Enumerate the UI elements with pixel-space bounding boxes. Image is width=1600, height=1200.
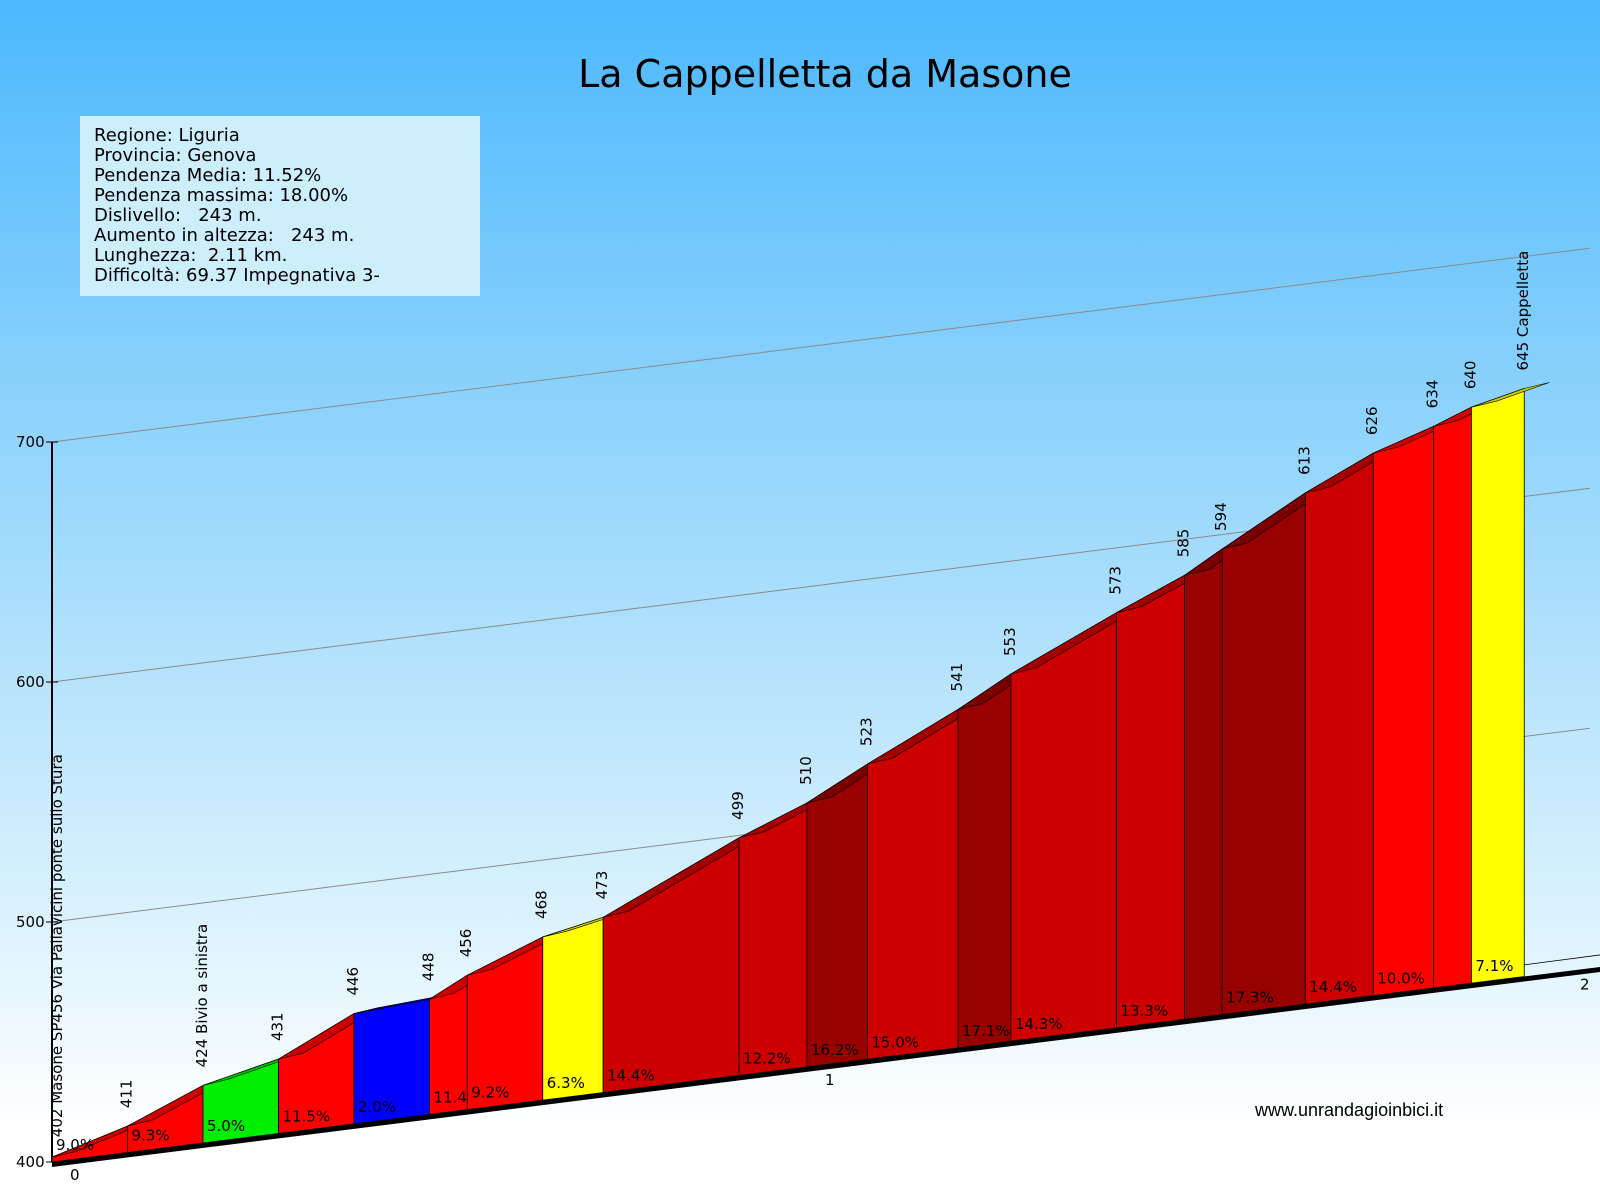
segment-grade: 9.2% [471,1084,509,1102]
altitude-label: 640 [1461,361,1479,390]
segment: 2.0% [353,992,455,1125]
info-dislivello: Dislivello: 243 m. [94,205,262,226]
segment-face [602,837,740,1094]
segment-face [738,802,808,1076]
segment-face [1471,387,1525,984]
segment-grade: 12.2% [743,1049,791,1067]
x-tick-label: 0 [70,1166,80,1184]
segment-face [1372,425,1435,996]
segment-face [1221,492,1306,1016]
segment-face [1010,611,1117,1042]
point-labels: 402 Masone SP456 Via Pallavicini ponte s… [48,251,1532,1138]
segment-grade: 9.0% [56,1136,94,1154]
segment-grade: 2.0% [358,1098,396,1116]
segment-grade: 13.3% [1121,1002,1169,1020]
segment-face [867,708,959,1060]
info-pendenza-massima: Pendenza massima: 18.00% [94,185,349,206]
segment-grade: 6.3% [547,1074,585,1092]
info-regione: Regione: Liguria [94,125,240,146]
x-axis-base [52,966,1600,1167]
altitude-label: 468 [533,890,551,919]
altitude-label: 411 [118,1079,136,1108]
altitude-label: 613 [1295,446,1313,475]
segment: 7.1% [1471,382,1550,984]
altitude-label: 645 Cappelletta [1514,251,1532,371]
segment-grade: 16.2% [811,1041,859,1059]
segment-grade: 15.0% [871,1033,919,1051]
altitude-label: 594 [1212,502,1230,531]
info-box: Regione: Liguria Provincia: Genova Pende… [80,116,480,296]
info-difficolta: Difficoltà: 69.37 Impegnativa 3- [94,265,380,286]
y-tick-label: 600 [16,673,45,691]
segment-grade: 17.3% [1226,989,1274,1007]
segment: 15.0% [867,703,984,1060]
segment: 17.1% [957,667,1037,1049]
altitude-label: 424 Bivio a sinistra [193,924,211,1068]
info-lunghezza: Lunghezza: 2.11 km. [94,245,288,266]
segment-face [957,673,1012,1049]
segment-face [1116,574,1185,1029]
segment-grade: 14.3% [1015,1015,1063,1033]
x-tick-label: 2 [1580,976,1590,994]
info-provincia: Provincia: Genova [94,145,257,166]
segment-grade: 9.3% [132,1126,170,1144]
segment [1184,542,1248,1020]
segment-grade: 14.4% [1309,978,1357,996]
altitude-label: 626 [1363,406,1381,435]
info-aumento: Aumento in altezza: 243 m. [94,225,355,246]
altitude-label: 553 [1001,627,1019,656]
segment: 14.3% [1010,606,1142,1042]
segment-face [1433,406,1472,989]
altitude-label: 541 [948,663,966,692]
altitude-label: 634 [1424,380,1442,409]
altitude-label: 402 Masone SP456 Via Pallavicini ponte s… [48,754,66,1137]
altitude-label: 523 [857,717,875,746]
altitude-label: 510 [797,756,815,785]
axes: 400 500 600 700 0 1 2 [16,433,1600,1184]
segment-face [542,916,604,1101]
altitude-label: 585 [1175,529,1193,558]
segment-top [1471,382,1550,408]
website-link[interactable]: www.unrandagioinbici.it [1255,1100,1444,1120]
altitude-label: 456 [457,929,475,958]
altitude-label: 448 [420,953,438,982]
chart-title: La Cappelletta da Masone [578,52,1072,96]
segment-face [806,763,868,1068]
segment-grade: 7.1% [1475,957,1513,975]
segment-grade: 17.1% [962,1022,1010,1040]
segment-grade: 5.0% [207,1117,245,1135]
segment: 10.0% [1372,420,1459,996]
segment-grade: 11.5% [283,1107,331,1125]
altitude-label: 473 [593,871,611,900]
y-tick-label: 500 [16,913,45,931]
altitude-label: 573 [1107,566,1125,595]
altitude-label: 446 [344,967,362,996]
segment-grade: 14.4% [607,1067,655,1085]
grid-line-700 [51,247,1591,443]
info-pendenza-media: Pendenza Media: 11.52% [94,165,322,186]
segment-grade: 10.0% [1377,970,1425,988]
profile-segments: 9.0%9.3%5.0%11.5%2.0%11.4%9.2%6.3% 14.4%1… [51,382,1550,1163]
x-tick-label: 1 [825,1071,835,1089]
y-tick-label: 700 [16,433,45,451]
y-tick-label: 400 [16,1153,45,1171]
segment-face [1304,452,1374,1005]
altitude-label: 499 [729,791,747,820]
segment-face [1184,548,1223,1020]
altitude-label: 431 [269,1012,287,1041]
